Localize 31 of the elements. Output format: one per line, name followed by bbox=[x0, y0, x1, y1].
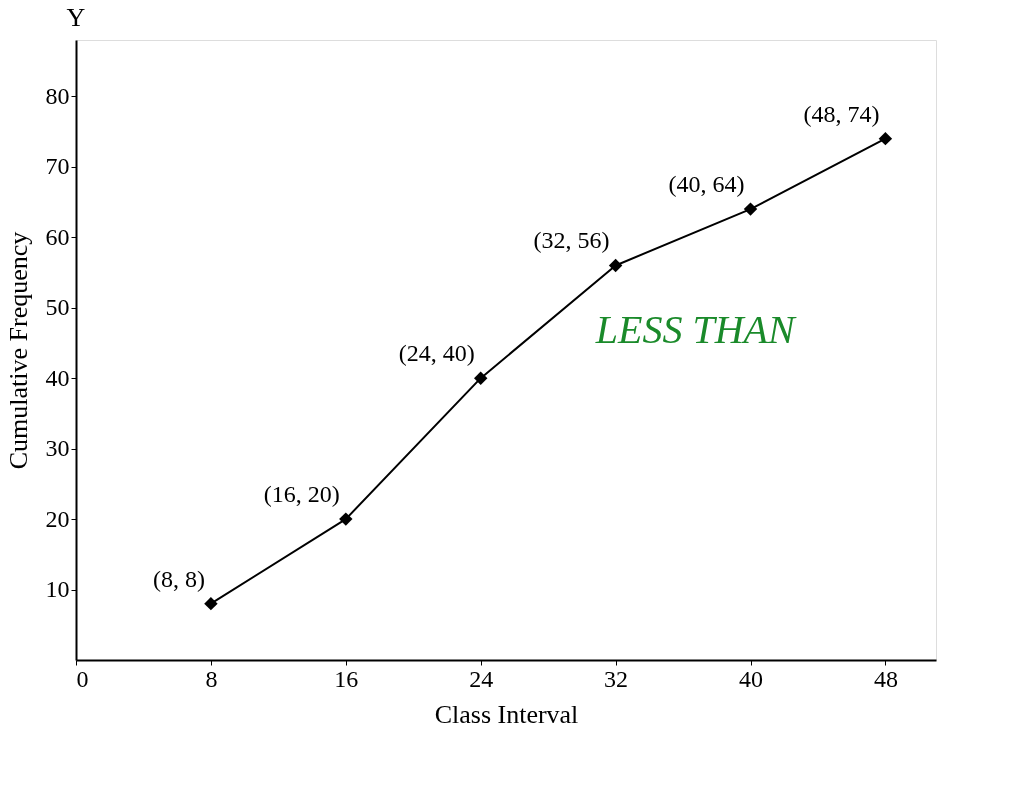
y-tick-label: 20 bbox=[45, 505, 70, 532]
data-label: (40, 64) bbox=[668, 171, 745, 198]
point bbox=[743, 202, 758, 216]
y-tick-label: 70 bbox=[45, 153, 70, 180]
x-tick-label: 16 bbox=[334, 665, 359, 692]
x-tick-label: 24 bbox=[469, 665, 494, 692]
y-tick-label: 40 bbox=[45, 364, 70, 391]
y-tick-label: 80 bbox=[45, 82, 70, 109]
x-tick-label: 0 bbox=[76, 665, 89, 692]
text: Y bbox=[66, 3, 86, 32]
data-label: (16, 20) bbox=[263, 481, 340, 508]
x-tick-label: 40 bbox=[739, 665, 764, 692]
point bbox=[204, 596, 218, 611]
x-tick-label: 32 bbox=[604, 665, 629, 692]
data-label: (8, 8) bbox=[152, 565, 205, 592]
y-tick-label: 50 bbox=[45, 294, 70, 321]
point bbox=[608, 258, 623, 273]
x-tick-label: 48 bbox=[873, 665, 898, 692]
data-label: (24, 40) bbox=[398, 340, 475, 367]
x-axis-title: Class Interval bbox=[434, 699, 579, 729]
y-tick-label: 30 bbox=[45, 435, 70, 462]
point bbox=[339, 512, 353, 526]
data-label: (48, 74) bbox=[803, 100, 880, 127]
y-tick-label: 60 bbox=[45, 223, 70, 250]
point bbox=[474, 371, 488, 385]
y-axis-title: Cumulative Frequency bbox=[3, 231, 33, 470]
x-tick-label: 8 bbox=[205, 665, 218, 692]
point bbox=[878, 131, 893, 146]
data-label: (32, 56) bbox=[533, 227, 610, 254]
y-tick-label: 10 bbox=[45, 576, 70, 603]
annotation: LESS THAN bbox=[594, 307, 797, 353]
